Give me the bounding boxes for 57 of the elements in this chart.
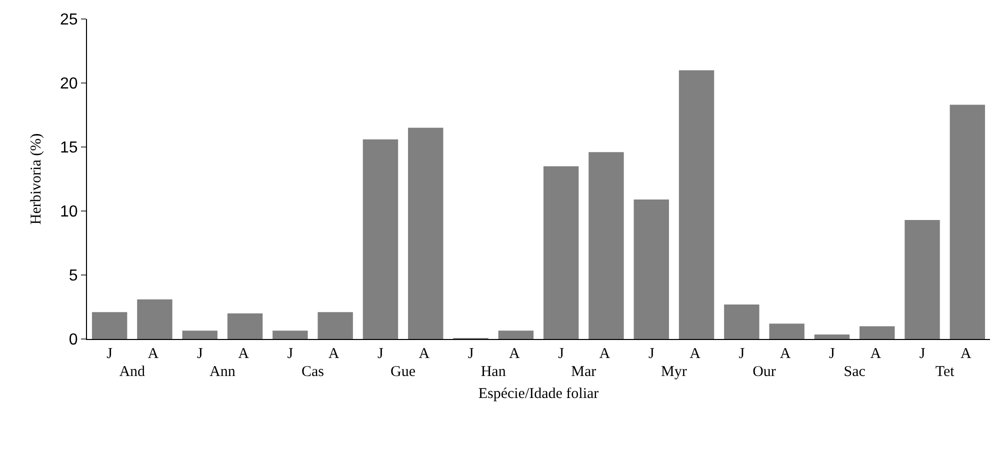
- x-tick-label: J: [738, 346, 745, 362]
- bar: [678, 70, 714, 339]
- text: Myr: [661, 364, 687, 380]
- x-axis-title: Espécie/Idade foliar: [478, 386, 599, 402]
- x-tick-label: J: [919, 346, 926, 362]
- x-tick-label: A: [148, 346, 162, 362]
- x-tick-label: A: [690, 346, 704, 362]
- bar: [950, 104, 986, 339]
- x-tick-label: J: [106, 346, 113, 362]
- bar: [724, 304, 760, 339]
- x-tick-label: A: [509, 346, 523, 362]
- bar: [92, 312, 128, 339]
- x-tick-label: A: [328, 346, 342, 362]
- text: Mar: [571, 364, 596, 380]
- bar: [814, 334, 850, 339]
- bar: [408, 128, 444, 339]
- y-tick-label: 20: [60, 76, 78, 93]
- y-tick-label: 0: [68, 332, 78, 349]
- text: Ann: [210, 364, 236, 380]
- y-tick-label: 5: [68, 268, 78, 285]
- y-tick-label: 25: [60, 12, 78, 29]
- bar: [227, 313, 263, 339]
- bar: [137, 299, 172, 339]
- x-tick-label: A: [418, 346, 433, 362]
- x-tick-label: J: [378, 346, 384, 362]
- bar: [543, 166, 579, 339]
- bar: [904, 220, 940, 339]
- bar: [272, 330, 308, 339]
- bar: [634, 199, 669, 339]
- text: Cas: [302, 364, 324, 380]
- text: Tet: [935, 364, 956, 380]
- text: Our: [752, 364, 776, 380]
- bar: [769, 324, 804, 339]
- y-tick-label: 15: [60, 140, 78, 157]
- bar: [498, 330, 534, 339]
- bar: [588, 152, 624, 339]
- x-tick-label: J: [648, 346, 654, 362]
- x-tick-label: J: [558, 346, 564, 362]
- x-tick-label: J: [196, 346, 203, 362]
- y-axis-title: Herbivoria (%): [28, 133, 44, 225]
- x-tick-label: J: [287, 346, 294, 362]
- x-tick-label: A: [960, 346, 974, 362]
- bar: [860, 326, 895, 339]
- bar: [182, 330, 218, 339]
- text: Sac: [844, 364, 866, 380]
- x-tick-label: J: [468, 346, 474, 362]
- text: And: [119, 364, 146, 380]
- text: Han: [480, 364, 506, 380]
- text: Gue: [390, 364, 416, 380]
- bar: [362, 139, 398, 339]
- x-tick-label: A: [238, 346, 252, 362]
- x-tick-label: J: [829, 346, 836, 362]
- x-tick-label: A: [780, 346, 794, 362]
- y-tick-label: 10: [60, 204, 78, 221]
- x-tick-label: A: [870, 346, 884, 362]
- bar: [318, 312, 353, 339]
- x-tick-label: A: [599, 346, 614, 362]
